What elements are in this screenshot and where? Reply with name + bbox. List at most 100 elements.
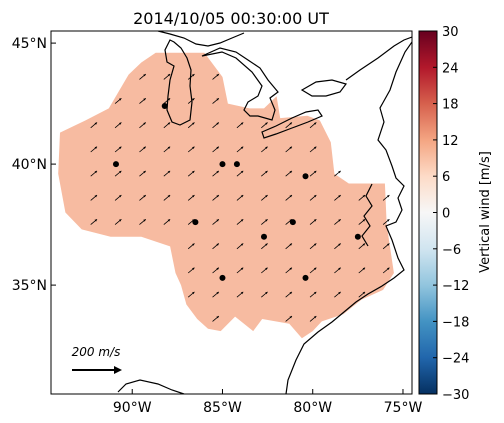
wind-vector-arrow bbox=[212, 267, 220, 274]
colorbar-label: Vertical wind [m/s] bbox=[478, 151, 493, 273]
wind-vector-arrow bbox=[139, 97, 147, 104]
station-marker bbox=[219, 161, 226, 168]
wind-vector-arrow bbox=[309, 291, 317, 298]
wind-vector-arrow bbox=[334, 194, 341, 201]
wind-vector-arrow bbox=[261, 243, 268, 250]
wind-field-region bbox=[58, 52, 394, 339]
station-marker bbox=[112, 161, 119, 168]
wind-vector-arrow bbox=[236, 267, 244, 274]
wind-vector-arrow bbox=[212, 315, 220, 322]
wind-vector-arrow bbox=[285, 291, 293, 298]
wind-vector-arrow bbox=[139, 194, 147, 201]
colorbar-tick-label: −12 bbox=[442, 279, 469, 294]
wind-vector-arrow bbox=[187, 170, 195, 177]
colorbar-tick-label: 6 bbox=[442, 170, 450, 185]
wind-vector-arrow bbox=[334, 218, 341, 225]
wind-vector-arrow bbox=[139, 146, 147, 153]
wind-vector-arrow bbox=[285, 243, 293, 250]
wind-vector-arrow bbox=[187, 243, 195, 250]
scale-arrow-head bbox=[114, 366, 122, 374]
wind-vector-arrow bbox=[382, 243, 390, 250]
wind-vector-arrow bbox=[163, 218, 171, 225]
wind-vector-arrow bbox=[236, 194, 244, 201]
wind-vector-arrow bbox=[261, 194, 268, 201]
wind-vector-arrow bbox=[236, 122, 244, 129]
wind-vector-arrow bbox=[309, 194, 317, 201]
wind-vector-arrow bbox=[236, 170, 244, 177]
wind-vector-arrow bbox=[285, 194, 293, 201]
station-marker bbox=[302, 173, 309, 180]
colorbar: 30 24 18 12 6 0 −6 −12 −18 −24 −30 Vertical wind [… bbox=[418, 25, 493, 403]
wind-vector-arrow bbox=[187, 194, 195, 201]
wind-vector-arrow bbox=[114, 122, 122, 129]
colorbar-tick-label: 30 bbox=[442, 25, 459, 40]
lon-tick-label: 90°W bbox=[113, 400, 152, 416]
wind-vector-arrow bbox=[90, 122, 98, 129]
wind-vector-arrow bbox=[285, 146, 293, 153]
wind-vector-arrow bbox=[212, 170, 220, 177]
wind-vector-arrow bbox=[212, 218, 220, 225]
chesapeake-bay-shore bbox=[361, 183, 373, 247]
wind-vector-arrow bbox=[212, 243, 220, 250]
wind-vector-arrow bbox=[90, 218, 98, 225]
station-marker bbox=[302, 274, 309, 281]
station-markers bbox=[112, 103, 361, 281]
wind-vector-arrow bbox=[212, 97, 220, 104]
gulf-coastline bbox=[117, 379, 185, 394]
wind-vector-arrow bbox=[261, 218, 268, 225]
map-axis-ticks: 45°N 40°N 35°N 90°W 85°W 80°W 75°W bbox=[12, 36, 423, 416]
map-panel: 45°N 40°N 35°N 90°W 85°W 80°W 75°W bbox=[12, 30, 423, 416]
colorbar-tick-label: −18 bbox=[442, 315, 469, 330]
colorbar-tick-label: −6 bbox=[442, 243, 461, 258]
scale-arrow-label: 200 m/s bbox=[72, 345, 121, 359]
wind-vector-arrow bbox=[187, 267, 195, 274]
wind-vector-arrow bbox=[114, 97, 122, 104]
coastlines bbox=[117, 31, 412, 394]
wind-vector-arrow bbox=[236, 218, 244, 225]
lat-tick-label: 40°N bbox=[12, 157, 47, 173]
wind-vector-arrow bbox=[261, 170, 268, 177]
scale-arrow-legend: 200 m/s bbox=[72, 345, 122, 374]
wind-vector-arrow bbox=[358, 267, 366, 274]
wind-vector-arrow bbox=[309, 146, 317, 153]
wind-vector-arrow bbox=[309, 243, 317, 250]
wind-vector-arrow bbox=[139, 73, 147, 80]
wind-vector-arrow bbox=[309, 122, 317, 129]
lon-tick-label: 80°W bbox=[293, 400, 332, 416]
lake-huron-shoreline bbox=[201, 47, 279, 121]
wind-vector-arrow bbox=[261, 146, 268, 153]
station-marker bbox=[354, 233, 361, 240]
lat-tick-label: 45°N bbox=[12, 36, 47, 52]
wind-vector-arrow bbox=[212, 291, 220, 298]
wind-vector-arrow bbox=[212, 122, 220, 129]
wind-vector-arrow bbox=[309, 315, 317, 322]
wind-vector-arrow bbox=[285, 122, 293, 129]
st-lawrence-coast bbox=[345, 36, 412, 81]
wind-vector-arrow bbox=[163, 194, 171, 201]
wind-vector-arrow bbox=[90, 146, 98, 153]
station-marker bbox=[260, 233, 267, 240]
wind-vector-arrow bbox=[309, 218, 317, 225]
wind-vector-arrow bbox=[382, 218, 390, 225]
atlantic-coastline bbox=[285, 41, 412, 394]
colorbar-tick-label: 18 bbox=[442, 98, 459, 113]
wind-vector-arrow bbox=[163, 146, 171, 153]
wind-vector-arrow bbox=[163, 97, 171, 104]
wind-vector-arrow bbox=[236, 243, 244, 250]
colorbar-tick-label: −24 bbox=[442, 352, 469, 367]
wind-vector-arrow bbox=[163, 73, 171, 80]
wind-vector-arrow bbox=[261, 267, 268, 274]
lon-tick-label: 75°W bbox=[384, 400, 423, 416]
wind-vector-arrow bbox=[212, 73, 220, 80]
wind-vector-arrow bbox=[114, 194, 122, 201]
colorbar-ticks: 30 24 18 12 6 0 −6 −12 −18 −24 −30 bbox=[433, 25, 469, 403]
wind-vector-arrow bbox=[139, 170, 147, 177]
figure-title: 2014/10/05 00:30:00 UT bbox=[133, 9, 329, 28]
wind-vector-arrow bbox=[187, 146, 195, 153]
wind-vector-arrow bbox=[261, 122, 268, 129]
wind-vector-arrow bbox=[163, 170, 171, 177]
wind-vector-arrow bbox=[212, 146, 220, 153]
wind-vector-arrows bbox=[90, 73, 390, 322]
wind-vector-arrow bbox=[358, 218, 366, 225]
wind-vector-arrow bbox=[334, 291, 341, 298]
